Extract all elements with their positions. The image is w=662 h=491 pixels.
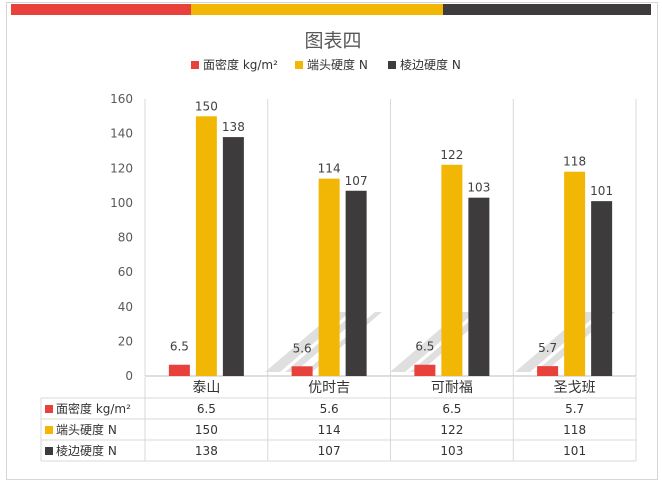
bar [414,364,436,376]
legend-label-end-hardness: 端头硬度 N [307,57,368,72]
table-cell: 5.6 [320,402,339,416]
table-cell: 114 [318,423,341,437]
table-cell: 107 [318,444,341,458]
chart-title: 图表四 [304,30,361,52]
y-axis: 0 20 40 60 80 100 120 140 160 [110,92,133,383]
y-tick-label: 100 [110,196,133,210]
data-label: 5.6 [293,341,312,355]
bar [291,366,313,376]
bar [468,197,490,376]
y-tick-label: 60 [118,265,133,279]
bar [195,116,217,376]
legend: 面密度 kg/m² 端头硬度 N 棱边硬度 N [191,57,461,72]
table-cell: 6.5 [442,402,461,416]
category-label: 圣戈班 [554,380,596,396]
data-labels: 6.5 150 138 5.6 114 107 6.5 122 103 5.7 118 101 [170,99,613,355]
data-label: 107 [345,174,368,188]
data-label: 114 [318,162,341,176]
table-cell: 138 [195,444,218,458]
table-legend-swatch [45,426,53,434]
data-label: 5.7 [538,341,557,355]
header-strip-yellow [191,4,443,15]
y-tick-label: 40 [118,300,133,314]
bar [168,364,190,376]
bar [441,164,463,376]
bar [345,190,367,376]
category-label: 优时吉 [308,380,350,396]
legend-label-edge-hardness: 棱边硬度 N [400,57,461,72]
table-row-label: 棱边硬度 N [56,443,117,458]
y-tick-label: 20 [118,334,133,348]
bar [222,137,244,376]
y-tick-label: 80 [118,231,133,245]
bars [168,116,613,376]
table-cell: 150 [195,423,218,437]
table-row-label: 端头硬度 N [56,422,117,437]
data-label: 103 [467,181,490,195]
legend-label-density: 面密度 kg/m² [203,57,278,72]
table-legend-swatch [45,447,53,455]
data-label: 6.5 [415,340,434,354]
header-strip-red [11,4,191,15]
background-shadow-decoration [265,312,615,372]
bar [537,366,559,376]
table-cell: 101 [563,444,586,458]
table-cell: 6.5 [197,402,216,416]
table-row-label: 面密度 kg/m² [56,401,131,416]
data-label: 6.5 [170,340,189,354]
bar [564,171,586,376]
y-tick-label: 160 [110,92,133,106]
data-label: 101 [590,184,613,198]
table-cell: 103 [440,444,463,458]
y-tick-label: 120 [110,161,133,175]
data-label: 122 [440,148,463,162]
data-label: 118 [563,155,586,169]
table-cell: 5.7 [565,402,584,416]
y-tick-label: 140 [110,127,133,141]
category-label: 泰山 [192,380,220,396]
table-cell: 118 [563,423,586,437]
legend-swatch-end-hardness [295,61,303,69]
legend-swatch-edge-hardness [388,61,396,69]
legend-swatch-density [191,61,199,69]
header-strip-dark [443,4,651,15]
data-label: 138 [222,120,245,134]
table-cell: 122 [440,423,463,437]
bar [318,178,340,376]
bar [591,201,613,376]
table-legend-swatch [45,405,53,413]
y-tick-label: 0 [125,369,133,383]
category-label: 可耐福 [431,380,473,396]
data-label: 150 [195,99,218,113]
